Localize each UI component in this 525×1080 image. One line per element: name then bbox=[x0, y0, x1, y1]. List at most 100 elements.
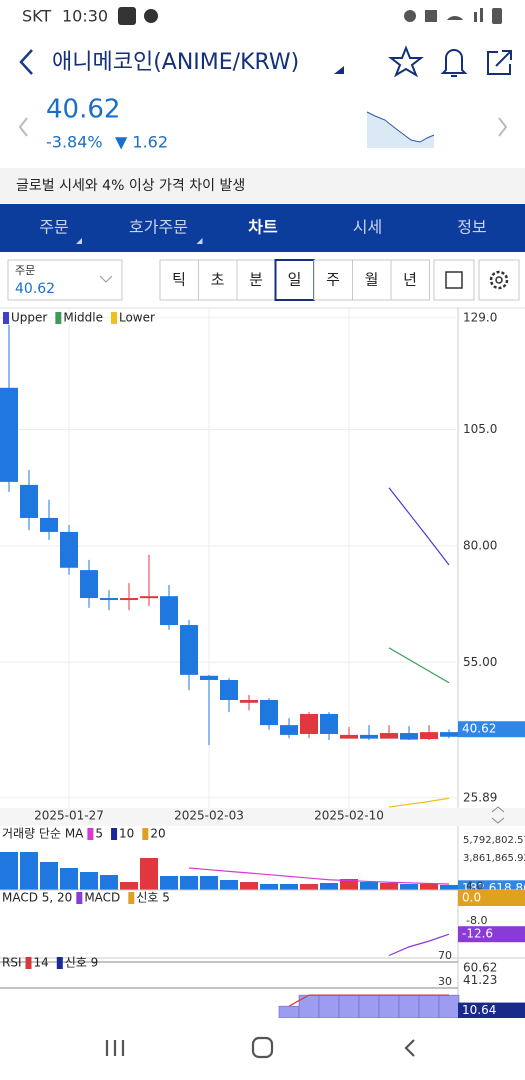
candle-body bbox=[40, 517, 58, 532]
recents-button[interactable] bbox=[105, 1040, 125, 1056]
volume-bar bbox=[240, 882, 258, 890]
rsi-bar bbox=[438, 994, 460, 1019]
status-icon bbox=[144, 9, 158, 23]
volume-bar bbox=[20, 852, 38, 890]
period-button[interactable] bbox=[390, 259, 430, 301]
candle-body bbox=[80, 570, 98, 599]
prev-coin[interactable] bbox=[18, 117, 28, 137]
candle-body bbox=[260, 699, 278, 726]
y-tick-label: 5,792,802.574 bbox=[463, 835, 525, 846]
share-button[interactable] bbox=[487, 50, 512, 75]
volume-bar bbox=[220, 879, 238, 890]
rsi-bar bbox=[318, 994, 340, 1019]
notice-band bbox=[0, 168, 525, 203]
y-tick-label: 41.23 bbox=[463, 973, 497, 987]
y-tick-label: 60.62 bbox=[463, 961, 497, 975]
candle-body bbox=[380, 733, 398, 739]
legend-swatch bbox=[142, 828, 149, 840]
price-tag-label: 40.62 bbox=[462, 722, 496, 736]
band-line bbox=[388, 487, 450, 566]
candle-body bbox=[220, 679, 238, 700]
tab-dropdown bbox=[196, 238, 203, 244]
period-button[interactable] bbox=[159, 259, 199, 301]
price-tag bbox=[458, 1002, 525, 1019]
y-tick-label: 129.0 bbox=[463, 310, 497, 324]
sparkline bbox=[366, 111, 435, 143]
period-label: 초 bbox=[211, 271, 225, 289]
price-tag bbox=[458, 721, 525, 738]
legend-label: 14 bbox=[34, 956, 49, 970]
order-box[interactable] bbox=[7, 259, 123, 301]
tab-dropdown bbox=[76, 238, 82, 244]
favorite-button[interactable] bbox=[388, 45, 424, 78]
tab[interactable]: 주문 bbox=[39, 218, 68, 237]
candle-body bbox=[240, 699, 258, 703]
legend-swatch bbox=[25, 957, 32, 969]
price-tag bbox=[458, 889, 525, 906]
status-icon bbox=[118, 7, 136, 25]
gear-icon bbox=[489, 270, 509, 290]
tab[interactable]: 호가주문 bbox=[129, 218, 188, 237]
volume-bar bbox=[320, 883, 338, 890]
period-button[interactable] bbox=[352, 259, 392, 301]
tab[interactable]: 차트 bbox=[248, 218, 278, 237]
candle-body bbox=[320, 713, 338, 734]
x-tick-label: 2025-01-27 bbox=[34, 809, 104, 823]
candle-body bbox=[360, 734, 378, 739]
resize-handle[interactable] bbox=[491, 806, 505, 824]
draw-icon bbox=[445, 271, 463, 289]
legend-swatch bbox=[76, 892, 83, 904]
period-button[interactable] bbox=[313, 259, 353, 301]
period-label: 분 bbox=[249, 271, 263, 289]
candle-body bbox=[300, 713, 318, 734]
legend-swatch bbox=[56, 957, 63, 969]
y-tick-label: 30 bbox=[438, 975, 452, 988]
legend-label: Middle bbox=[63, 311, 103, 325]
title-dropdown[interactable] bbox=[334, 66, 344, 74]
x-tick-label: 2025-02-10 bbox=[314, 809, 384, 823]
rsi-bar bbox=[398, 994, 420, 1019]
tab[interactable]: 정보 bbox=[457, 218, 486, 237]
period-label: 주 bbox=[326, 271, 340, 289]
y-tick-label: 55.00 bbox=[463, 655, 497, 669]
panel-title: 거래량 단순 MA bbox=[2, 827, 84, 841]
draw-button[interactable] bbox=[433, 259, 475, 301]
next-coin[interactable] bbox=[498, 117, 508, 137]
period-label: 틱 bbox=[172, 271, 186, 289]
candle-body bbox=[420, 732, 438, 740]
tab[interactable]: 시세 bbox=[353, 218, 382, 237]
panel-title: MACD 5, 20 bbox=[2, 891, 72, 905]
carrier: SKT bbox=[22, 7, 51, 26]
y-tick-label: 105.0 bbox=[463, 422, 497, 436]
back-button[interactable] bbox=[19, 49, 33, 75]
price-tag bbox=[458, 926, 525, 943]
notice-text: 글로벌 시세와 4% 이상 가격 차이 발생 bbox=[16, 178, 245, 194]
legend-swatch bbox=[111, 828, 118, 840]
candle-body bbox=[200, 675, 218, 680]
candle-body bbox=[120, 598, 138, 601]
legend-swatch bbox=[55, 312, 62, 324]
volume-bar bbox=[60, 868, 78, 890]
period-button[interactable] bbox=[274, 259, 315, 301]
home-button[interactable] bbox=[251, 1036, 274, 1059]
legend-label: Upper bbox=[11, 311, 47, 325]
volume-bar bbox=[120, 882, 138, 890]
candle-body bbox=[140, 596, 158, 599]
period-button[interactable] bbox=[236, 259, 276, 301]
y-tick-label: 80.00 bbox=[463, 538, 497, 552]
back-nav-button[interactable] bbox=[404, 1039, 415, 1057]
alarm-button[interactable] bbox=[440, 49, 468, 77]
sparkline-area bbox=[367, 112, 434, 148]
rsi-bar bbox=[378, 994, 400, 1019]
y-tick-label: 70 bbox=[438, 949, 452, 962]
volume-bar bbox=[80, 872, 98, 890]
settings-button[interactable] bbox=[478, 259, 520, 301]
rsi-bar bbox=[418, 994, 440, 1019]
candle-body bbox=[280, 725, 298, 735]
candle-body bbox=[160, 596, 178, 626]
order-value: 40.62 bbox=[15, 281, 55, 297]
candle-body bbox=[340, 734, 358, 739]
legend-label: Lower bbox=[119, 311, 155, 325]
